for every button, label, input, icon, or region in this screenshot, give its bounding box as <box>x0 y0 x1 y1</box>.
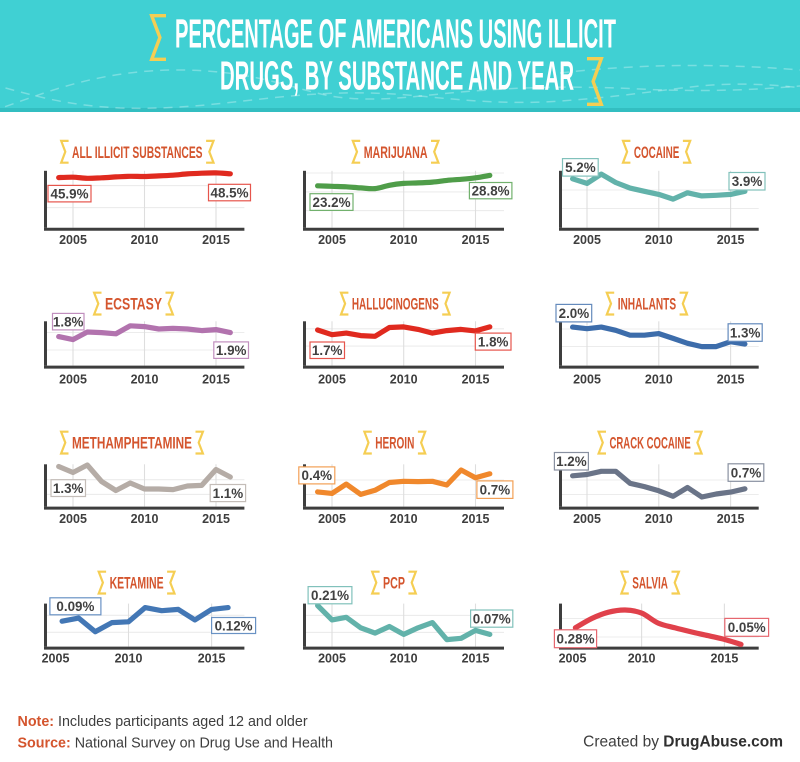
svg-text:DRUGS, BY SUBSTANCE AND YEAR: DRUGS, BY SUBSTANCE AND YEAR <box>220 53 574 99</box>
svg-text:1.2%: 1.2% <box>556 454 587 469</box>
svg-text:2010: 2010 <box>390 651 418 665</box>
svg-text:23.2%: 23.2% <box>313 195 351 210</box>
svg-text:0.4%: 0.4% <box>302 468 333 483</box>
svg-text:2010: 2010 <box>628 651 656 665</box>
svg-text:0.12%: 0.12% <box>215 618 253 633</box>
svg-text:2005: 2005 <box>318 233 346 247</box>
svg-text:PCP: PCP <box>383 575 405 593</box>
svg-text:0.7%: 0.7% <box>731 465 762 480</box>
svg-text:0.28%: 0.28% <box>557 632 595 647</box>
svg-text:2010: 2010 <box>390 512 418 526</box>
svg-text:1.9%: 1.9% <box>216 343 247 358</box>
svg-text:0.07%: 0.07% <box>473 611 511 626</box>
svg-text:Note: Includes participants ag: Note: Includes participants aged 12 and … <box>18 714 308 730</box>
svg-text:2010: 2010 <box>131 512 159 526</box>
svg-text:0.09%: 0.09% <box>56 599 94 614</box>
svg-text:CRACK COCAINE: CRACK COCAINE <box>610 435 691 453</box>
svg-text:INHALANTS: INHALANTS <box>618 296 676 314</box>
svg-text:2015: 2015 <box>717 372 745 386</box>
svg-text:45.9%: 45.9% <box>51 187 89 202</box>
svg-text:28.8%: 28.8% <box>472 184 510 199</box>
svg-text:1.1%: 1.1% <box>213 486 244 501</box>
svg-text:2010: 2010 <box>390 372 418 386</box>
svg-text:3.9%: 3.9% <box>732 174 763 189</box>
svg-text:2005: 2005 <box>318 651 346 665</box>
svg-text:1.3%: 1.3% <box>53 481 84 496</box>
svg-text:5.2%: 5.2% <box>565 160 596 175</box>
svg-text:2005: 2005 <box>573 512 601 526</box>
svg-text:2005: 2005 <box>559 651 587 665</box>
svg-text:COCAINE: COCAINE <box>634 144 680 162</box>
svg-text:2015: 2015 <box>202 512 230 526</box>
svg-text:2010: 2010 <box>645 512 673 526</box>
svg-text:KETAMINE: KETAMINE <box>110 575 164 593</box>
svg-text:HALLUCINOGENS: HALLUCINOGENS <box>352 296 439 314</box>
svg-text:2015: 2015 <box>462 651 490 665</box>
svg-text:1.8%: 1.8% <box>53 314 84 329</box>
svg-text:1.8%: 1.8% <box>478 334 509 349</box>
svg-text:2.0%: 2.0% <box>559 306 590 321</box>
svg-text:2015: 2015 <box>202 372 230 386</box>
svg-text:2005: 2005 <box>59 372 87 386</box>
svg-text:2015: 2015 <box>462 372 490 386</box>
svg-text:METHAMPHETAMINE: METHAMPHETAMINE <box>72 435 192 453</box>
svg-text:1.7%: 1.7% <box>312 343 343 358</box>
svg-text:HEROIN: HEROIN <box>375 435 414 453</box>
svg-text:ALL ILLICIT SUBSTANCES: ALL ILLICIT SUBSTANCES <box>72 144 203 162</box>
svg-text:2005: 2005 <box>59 233 87 247</box>
svg-text:2005: 2005 <box>573 372 601 386</box>
svg-text:2010: 2010 <box>390 233 418 247</box>
svg-text:48.5%: 48.5% <box>211 185 249 200</box>
svg-text:0.7%: 0.7% <box>480 482 511 497</box>
svg-text:2005: 2005 <box>573 233 601 247</box>
svg-text:2005: 2005 <box>42 651 70 665</box>
svg-text:2015: 2015 <box>462 233 490 247</box>
svg-text:Created by DrugAbuse.com: Created by DrugAbuse.com <box>583 734 783 751</box>
svg-text:2015: 2015 <box>462 512 490 526</box>
svg-text:2015: 2015 <box>202 233 230 247</box>
svg-text:2005: 2005 <box>318 372 346 386</box>
svg-text:SALVIA: SALVIA <box>632 575 668 593</box>
svg-text:2015: 2015 <box>717 233 745 247</box>
svg-text:2010: 2010 <box>645 372 673 386</box>
svg-text:2005: 2005 <box>318 512 346 526</box>
svg-text:2015: 2015 <box>710 651 738 665</box>
svg-text:0.21%: 0.21% <box>311 588 349 603</box>
svg-text:0.05%: 0.05% <box>728 620 766 635</box>
svg-text:2015: 2015 <box>717 512 745 526</box>
svg-text:2010: 2010 <box>645 233 673 247</box>
svg-text:ECSTASY: ECSTASY <box>105 296 162 314</box>
svg-text:2010: 2010 <box>131 372 159 386</box>
svg-text:2010: 2010 <box>131 233 159 247</box>
svg-text:2010: 2010 <box>115 651 143 665</box>
svg-text:2005: 2005 <box>59 512 87 526</box>
svg-text:2015: 2015 <box>198 651 226 665</box>
svg-text:Source: National Survey on Dru: Source: National Survey on Drug Use and … <box>18 736 334 752</box>
svg-text:PERCENTAGE OF AMERICANS USING: PERCENTAGE OF AMERICANS USING ILLICIT <box>175 11 616 57</box>
svg-text:MARIJUANA: MARIJUANA <box>364 144 428 162</box>
svg-text:1.3%: 1.3% <box>730 325 761 340</box>
